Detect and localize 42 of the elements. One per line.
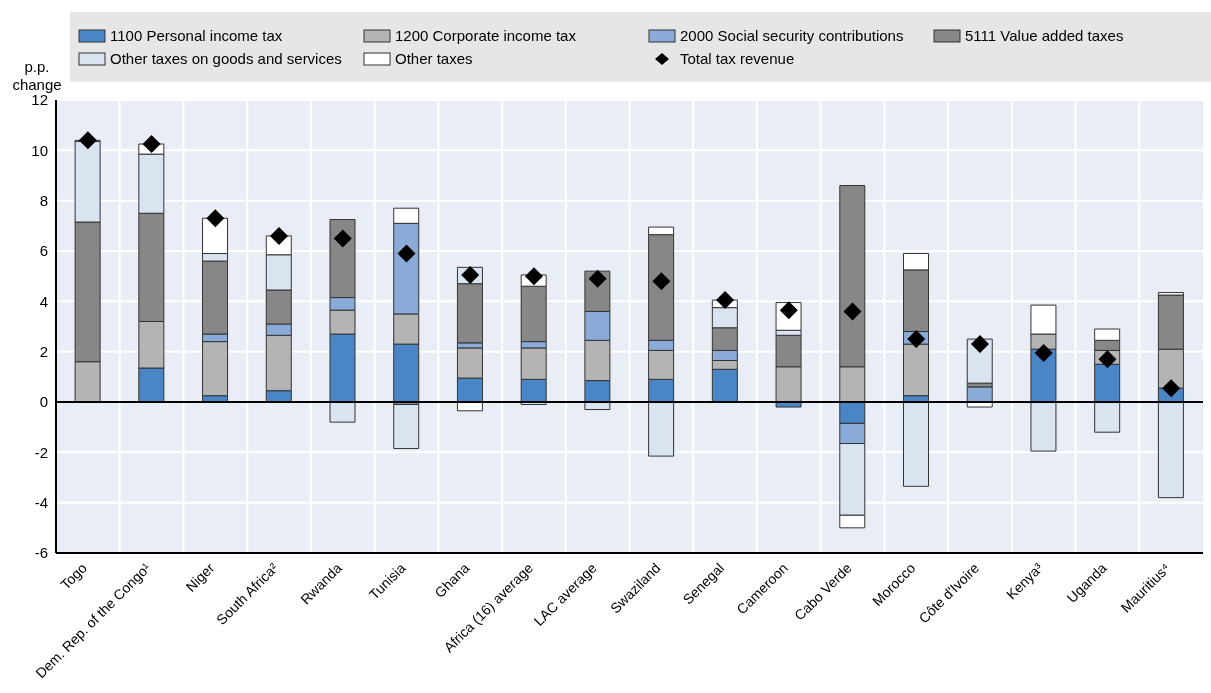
bar [329, 401, 356, 423]
point [524, 267, 543, 286]
point [78, 131, 97, 150]
legend-label: 5111 Value added taxes [965, 27, 1124, 44]
y-tick-label: -2 [34, 443, 48, 461]
y-tick-label: 0 [39, 393, 48, 411]
bar [1157, 401, 1184, 499]
y-tick-label: -6 [34, 544, 48, 562]
y-tick-label: 4 [39, 292, 48, 310]
point [1034, 343, 1053, 362]
legend-label: 1100 Personal income tax [110, 27, 283, 44]
point [142, 135, 161, 154]
bar [1094, 401, 1121, 433]
point [333, 229, 352, 248]
point [1098, 350, 1117, 369]
point [1162, 379, 1181, 398]
y-tick-label: -4 [34, 493, 48, 511]
y-tick-label: 2 [39, 342, 48, 360]
point [907, 330, 926, 349]
legend-label: Other taxes on goods and services [110, 50, 342, 67]
point [461, 265, 480, 284]
legend-label: Other taxes [395, 50, 473, 67]
legend-label: 1200 Corporate income tax [395, 27, 576, 44]
legend-label: Total tax revenue [680, 50, 795, 67]
point [652, 272, 671, 291]
y-tick-label: 8 [39, 191, 48, 209]
x-tick-label: Togo [57, 559, 91, 593]
point [588, 269, 607, 288]
point [970, 335, 989, 354]
point [270, 226, 289, 245]
bar [393, 404, 420, 450]
y-axis-title: p.p. change [11, 58, 63, 94]
point [206, 209, 225, 228]
point [397, 244, 416, 263]
legend-label: 2000 Social security contributions [680, 27, 904, 44]
y-tick-label: 6 [39, 242, 48, 260]
bar [903, 401, 930, 487]
bar [1030, 401, 1057, 452]
point [843, 302, 862, 321]
bar [648, 401, 675, 457]
point [716, 291, 735, 310]
y-tick-label: 10 [31, 141, 48, 159]
